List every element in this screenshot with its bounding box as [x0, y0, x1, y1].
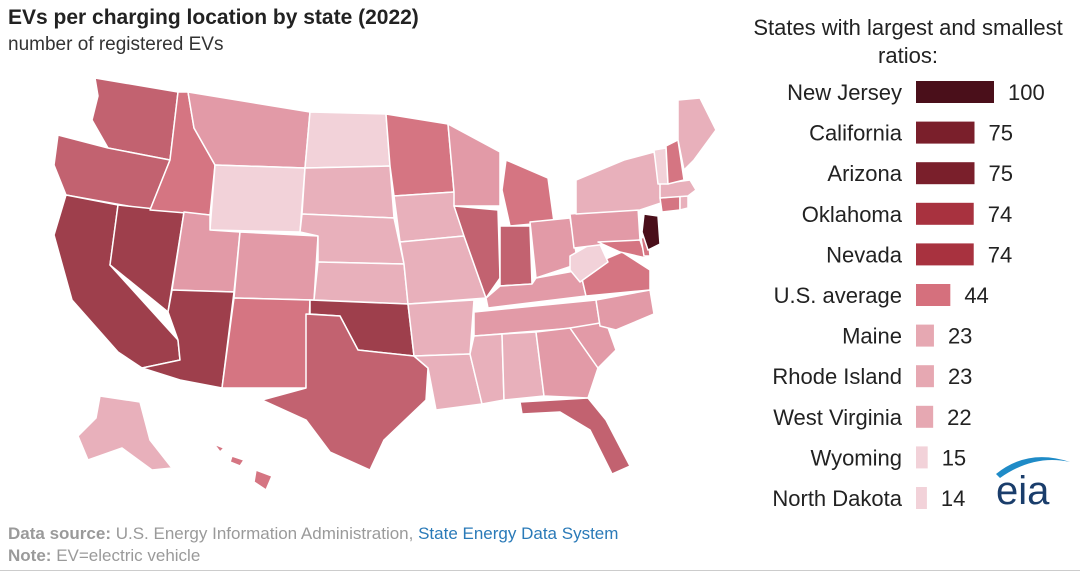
- bar-label: Wyoming: [811, 445, 903, 470]
- state-mississippi: [469, 333, 505, 405]
- eia-logo-text: eia: [996, 469, 1050, 513]
- bar: [916, 121, 975, 144]
- state-alaska: [77, 395, 173, 471]
- bar-value-label: 74: [988, 242, 1012, 267]
- bar-value-label: 14: [941, 486, 965, 511]
- bar-label: Arizona: [827, 161, 902, 186]
- bar-label: Rhode Island: [772, 364, 902, 389]
- state-south-carolina: [569, 321, 617, 369]
- bar-value-label: 75: [989, 161, 1013, 186]
- bar-value-label: 23: [948, 364, 972, 389]
- state-louisiana: [413, 353, 483, 411]
- us-choropleth-map: [53, 77, 717, 491]
- source-label: Data source:: [8, 524, 111, 543]
- bar-value-label: 100: [1008, 80, 1045, 105]
- state-hawaii: [213, 443, 273, 491]
- bar-value-label: 44: [964, 283, 988, 308]
- bar-label: North Dakota: [772, 486, 902, 511]
- source-text: U.S. Energy Information Administration,: [115, 524, 414, 543]
- bar-value-label: 15: [942, 445, 966, 470]
- state-north-carolina: [595, 289, 655, 331]
- bar-value-label: 74: [988, 202, 1012, 227]
- bar-label: New Jersey: [787, 80, 902, 105]
- state-maryland: [597, 239, 647, 259]
- note-label: Note:: [8, 546, 52, 565]
- bar-label: Maine: [842, 324, 902, 349]
- bar: [916, 446, 928, 469]
- ranking-title: States with largest and smallest ratios:: [753, 15, 1063, 68]
- chart-subtitle: number of registered EVs: [8, 34, 224, 55]
- bar: [916, 284, 951, 306]
- source-link[interactable]: State Energy Data System: [418, 524, 619, 543]
- state-kentucky: [485, 269, 587, 309]
- bar: [916, 162, 975, 185]
- bar: [916, 487, 927, 509]
- bar: [916, 324, 934, 347]
- bar-value-label: 23: [948, 324, 972, 349]
- state-illinois: [453, 205, 501, 299]
- bar-label: California: [809, 121, 903, 146]
- bar-label: Oklahoma: [802, 202, 903, 227]
- footer-divider: [0, 570, 1080, 571]
- note-text: EV=electric vehicle: [56, 546, 201, 565]
- bar-label: West Virginia: [773, 405, 903, 430]
- state-florida: [519, 397, 631, 475]
- eia-logo-swoosh: [996, 457, 1070, 478]
- eia-logo[interactable]: eia: [990, 452, 1074, 514]
- state-maine: [677, 97, 717, 171]
- bar-value-label: 22: [947, 405, 971, 430]
- state-texas: [261, 313, 429, 471]
- bar-label: Nevada: [826, 242, 903, 267]
- footer-source: Data source: U.S. Energy Information Adm…: [8, 524, 618, 544]
- state-new-jersey: [641, 213, 661, 251]
- bar: [916, 202, 974, 225]
- state-wisconsin: [447, 123, 501, 207]
- bar: [916, 81, 994, 103]
- chart-title: EVs per charging location by state (2022…: [8, 6, 419, 29]
- bar-value-label: 75: [989, 121, 1013, 146]
- bar-label: U.S. average: [774, 283, 902, 308]
- state-georgia: [535, 327, 599, 399]
- bar: [916, 365, 934, 388]
- bar: [916, 243, 974, 266]
- footer-note: Note: EV=electric vehicle: [8, 546, 200, 566]
- bar: [916, 405, 934, 428]
